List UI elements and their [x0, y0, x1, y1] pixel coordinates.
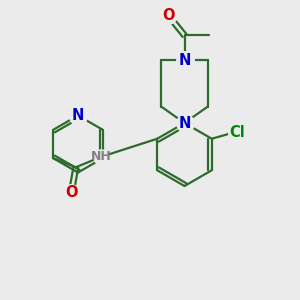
Text: N: N	[72, 108, 84, 123]
Text: N: N	[178, 116, 191, 130]
Text: Cl: Cl	[230, 125, 245, 140]
Text: O: O	[65, 185, 78, 200]
Text: O: O	[162, 8, 174, 22]
Text: N: N	[178, 52, 191, 68]
Text: NH: NH	[91, 150, 112, 163]
